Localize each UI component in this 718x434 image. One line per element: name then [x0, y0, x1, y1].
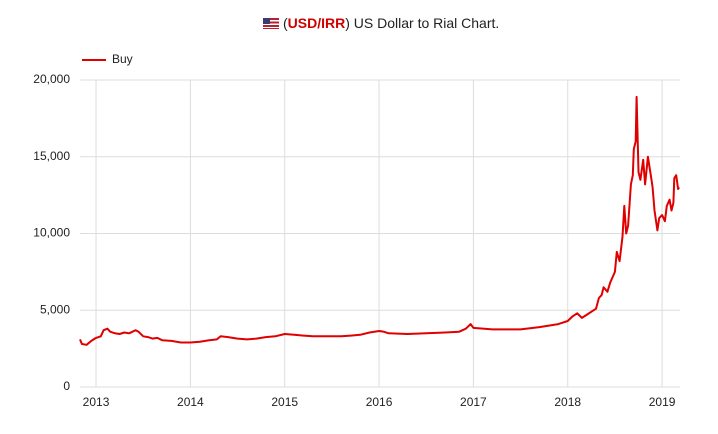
y-tick-label: 15,000	[33, 149, 70, 163]
title-suffix: ) US Dollar to Rial Chart.	[345, 15, 499, 31]
line-series	[79, 95, 680, 346]
title-group: (USD/IRR) US Dollar to Rial Chart.	[263, 15, 499, 31]
flag-canton	[263, 18, 270, 24]
flag-stripe	[263, 27, 279, 28]
x-tick-label: 2014	[177, 395, 204, 409]
x-tick-label: 2018	[554, 395, 581, 409]
title-code: USD/IRR	[288, 15, 346, 31]
x-tick-label: 2019	[649, 395, 676, 409]
y-tick-label: 10,000	[33, 226, 70, 240]
title-prefix: (	[283, 15, 288, 31]
x-tick-label: 2016	[366, 395, 393, 409]
x-tick-label: 2013	[83, 395, 110, 409]
x-tick-label: 2015	[271, 395, 298, 409]
y-tick-label: 0	[63, 379, 70, 393]
flag-stripe	[263, 20, 279, 22]
flag-stripe	[263, 23, 279, 25]
x-tick-label: 2017	[460, 395, 487, 409]
y-tick-label: 20,000	[33, 72, 70, 86]
legend-label: Buy	[112, 52, 133, 66]
chart-title: (USD/IRR) US Dollar to Rial Chart.	[283, 15, 499, 31]
y-tick-label: 5,000	[40, 302, 70, 316]
